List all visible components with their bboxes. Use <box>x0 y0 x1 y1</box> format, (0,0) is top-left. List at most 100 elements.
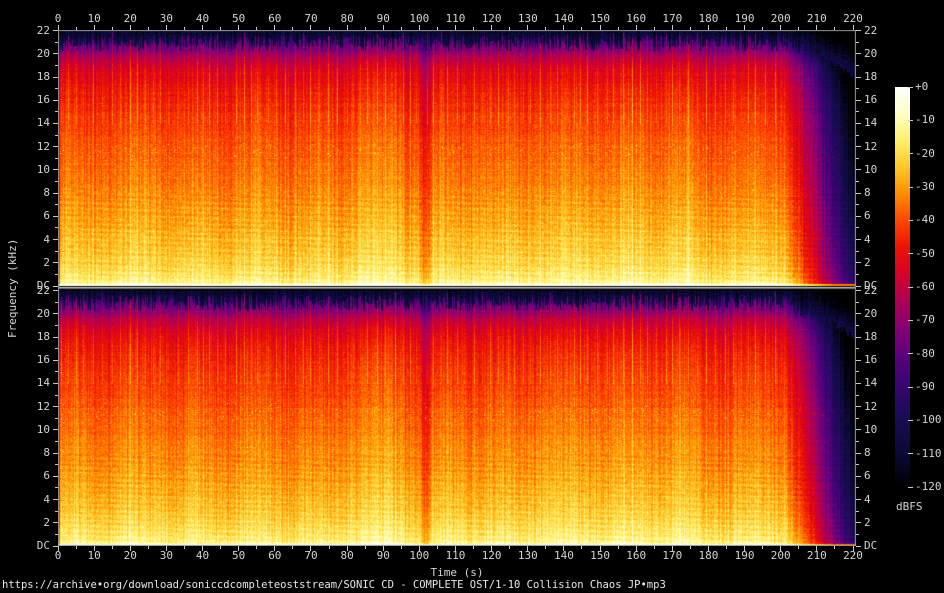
freq-minor-tick <box>856 394 859 396</box>
freq-tick-label: 6 <box>43 209 50 223</box>
time-tick-label: 150 <box>590 549 610 562</box>
freq-tick-label: 8 <box>43 186 50 200</box>
time-tick-mark <box>418 546 420 551</box>
time-tick-label: 110 <box>445 12 466 25</box>
freq-tick-mark <box>856 192 861 194</box>
time-minor-tick <box>689 546 691 549</box>
freq-tick-label: 16 <box>36 93 50 107</box>
freq-minor-tick <box>55 227 58 229</box>
time-tick-mark <box>202 546 204 551</box>
time-tick-mark <box>57 546 59 551</box>
time-minor-tick <box>617 27 619 30</box>
time-tick-label: 220 <box>843 549 863 562</box>
time-tick-mark <box>635 25 637 30</box>
freq-tick-mark <box>856 215 861 217</box>
time-minor-tick <box>256 546 258 549</box>
freq-tick-label: 20 <box>864 306 878 320</box>
freq-minor-tick <box>856 181 859 182</box>
freq-tick-label: 4 <box>43 232 50 246</box>
time-axis-title: Time (s) <box>430 566 484 579</box>
freq-minor-tick <box>856 464 859 466</box>
freq-tick-mark <box>53 53 58 55</box>
time-tick-mark <box>780 25 782 30</box>
time-minor-tick <box>292 27 294 30</box>
time-tick-mark <box>238 25 240 30</box>
freq-tick-label: 8 <box>43 446 50 460</box>
freq-tick-label: 16 <box>864 93 878 107</box>
time-minor-tick <box>400 27 402 30</box>
freq-tick-mark <box>856 169 861 171</box>
freq-tick-label: DC <box>36 539 50 552</box>
time-minor-tick <box>726 546 728 549</box>
time-tick-mark <box>780 546 782 551</box>
colorbar-tick-mark <box>908 186 913 188</box>
time-minor-tick <box>111 546 113 549</box>
time-tick-mark <box>744 546 746 551</box>
time-tick-label: 150 <box>590 12 610 25</box>
freq-tick-label: 10 <box>864 422 878 436</box>
colorbar-tick-mark <box>908 119 913 121</box>
spectrogram-canvas <box>58 30 856 546</box>
time-tick-mark <box>455 25 456 30</box>
freq-tick-label: 2 <box>864 255 871 269</box>
freq-minor-tick <box>55 181 58 182</box>
frequency-axis-title: Frequency (kHz) <box>6 238 19 338</box>
freq-tick-mark <box>856 99 861 101</box>
time-tick-mark <box>455 546 456 551</box>
freq-tick-label: 18 <box>864 330 878 344</box>
time-minor-tick <box>834 27 836 30</box>
freq-minor-tick <box>55 441 58 442</box>
time-tick-mark <box>238 546 240 551</box>
freq-tick-label: 6 <box>43 469 50 483</box>
time-tick-label: 10 <box>87 12 101 25</box>
freq-tick-mark <box>53 290 58 292</box>
colorbar-tick-label: -30 <box>915 180 935 193</box>
freq-tick-label: 12 <box>864 139 878 153</box>
freq-tick-label: 8 <box>864 186 871 200</box>
freq-tick-label: 12 <box>864 399 878 413</box>
time-tick-label: 120 <box>481 12 502 25</box>
freq-minor-tick <box>55 324 58 326</box>
freq-minor-tick <box>856 88 859 90</box>
freq-tick-mark <box>856 239 861 241</box>
colorbar-tick-mark <box>908 253 913 255</box>
freq-tick-label: 14 <box>36 116 50 130</box>
time-tick-mark <box>346 25 348 30</box>
freq-minor-tick <box>55 41 58 43</box>
colorbar-tick-mark <box>908 319 913 321</box>
freq-minor-tick <box>856 371 859 373</box>
time-minor-tick <box>364 546 366 549</box>
time-minor-tick <box>689 27 691 30</box>
time-tick-mark <box>382 546 384 551</box>
colorbar-tick-mark <box>908 219 913 221</box>
time-minor-tick <box>762 546 764 549</box>
colorbar-tick-label: -40 <box>915 213 935 227</box>
freq-tick-label: 2 <box>864 515 871 529</box>
colorbar-tick-mark <box>908 86 913 88</box>
freq-tick-mark <box>856 122 861 124</box>
time-minor-tick <box>726 27 728 30</box>
colorbar-tick-label: -100 <box>915 413 942 427</box>
freq-tick-mark <box>53 429 58 431</box>
freq-tick-label: 18 <box>864 70 878 84</box>
time-tick-label: 70 <box>304 12 318 25</box>
freq-tick-label: 6 <box>864 209 871 223</box>
time-minor-tick <box>400 546 402 549</box>
time-tick-mark <box>671 546 673 551</box>
time-tick-mark <box>129 25 131 30</box>
freq-tick-label: 4 <box>864 492 871 506</box>
freq-tick-label: 12 <box>36 139 50 153</box>
time-tick-mark <box>165 25 167 30</box>
freq-tick-mark <box>53 475 58 477</box>
freq-tick-mark <box>53 382 58 384</box>
colorbar-tick-mark <box>908 386 913 388</box>
freq-tick-mark <box>53 146 58 148</box>
freq-minor-tick <box>856 111 859 113</box>
freq-tick-label: 20 <box>36 306 50 320</box>
time-tick-label: 50 <box>232 12 246 25</box>
freq-tick-label: 22 <box>864 23 878 37</box>
freq-tick-label: 18 <box>36 70 50 84</box>
time-tick-label: 130 <box>517 12 538 25</box>
freq-tick-mark <box>53 285 58 287</box>
